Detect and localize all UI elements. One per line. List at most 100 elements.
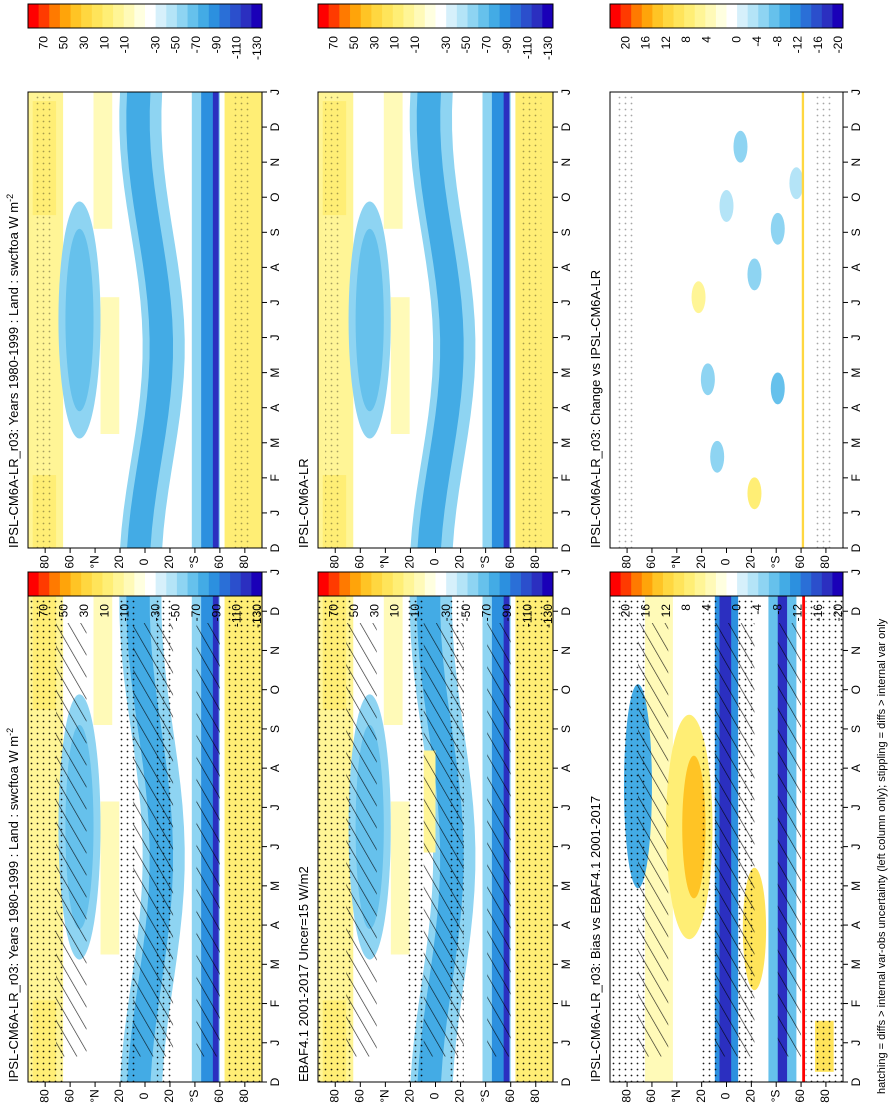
month-tick-label: M xyxy=(849,881,863,891)
colorbar-tick-label: -16 xyxy=(811,36,825,54)
lat-tick-label: 60 xyxy=(644,555,658,569)
colorbar-swatch xyxy=(478,572,490,596)
stipple-area-1 xyxy=(515,572,553,1082)
colorbar-swatch xyxy=(230,4,242,28)
month-tick-label: J xyxy=(559,569,573,575)
lat-tick-label: 80 xyxy=(37,1089,51,1103)
lat-tick-label: 80 xyxy=(528,555,542,569)
lat-tick-label: 20 xyxy=(162,1089,176,1103)
colorbar-swatch xyxy=(715,572,727,596)
lat-tick-label: 80 xyxy=(237,555,251,569)
band-south-darkest xyxy=(503,92,510,548)
colorbar-swatch xyxy=(610,572,622,596)
month-tick-label: D xyxy=(559,122,573,131)
stipple-area-0 xyxy=(325,92,342,548)
month-tick-label: S xyxy=(268,228,282,236)
lat-tick-label: 20 xyxy=(403,555,417,569)
lat-tick-label: 80 xyxy=(818,555,832,569)
colorbar-frame xyxy=(609,3,844,29)
month-tick-label: J xyxy=(559,510,573,516)
month-tick-label: D xyxy=(559,1077,573,1086)
colorbar-tick-label: -90 xyxy=(209,604,223,622)
lat-tick-label: 60 xyxy=(352,1089,366,1103)
colorbar-swatch xyxy=(59,572,72,596)
month-tick-label: D xyxy=(268,1077,282,1086)
colorbar-tick-label: -8 xyxy=(770,604,784,615)
colorbar-tick-label: -130 xyxy=(541,604,555,628)
month-tick-label: N xyxy=(559,158,573,167)
colorbar-swatch xyxy=(488,4,501,28)
month-tick-label: J xyxy=(849,844,863,850)
colorbar-swatch xyxy=(339,572,351,596)
colorbar-swatch xyxy=(38,572,50,596)
colorbar-frame xyxy=(317,3,554,29)
colorbar-swatch xyxy=(737,572,749,596)
colorbar-tick-label: 4 xyxy=(699,36,713,43)
lat-tick-label: °N xyxy=(669,555,683,568)
lat-tick-label: °N xyxy=(378,555,392,568)
month-tick-label: A xyxy=(849,404,863,412)
month-tick-label: J xyxy=(268,510,282,516)
colorbar-tick-label: -10 xyxy=(408,36,422,54)
colorbar-tick-label: 10 xyxy=(388,36,402,50)
month-tick-label: A xyxy=(268,921,282,929)
colorbar-swatch xyxy=(747,572,759,596)
colorbar-swatch xyxy=(631,572,643,596)
colorbar-swatch xyxy=(456,572,469,596)
lat-tick-label: 20 xyxy=(112,555,126,569)
change-spot-0 xyxy=(700,363,715,396)
month-tick-label: O xyxy=(849,685,863,694)
lat-tick-label: 20 xyxy=(744,555,758,569)
lat-tick-label: 0 xyxy=(137,1092,151,1099)
panel-title: IPSL-CM6A-LR_r03: Years 1980-1999 : Land… xyxy=(5,728,21,1082)
colorbar-tick-label: 30 xyxy=(77,604,91,618)
lat-tick-label: 60 xyxy=(503,1089,517,1103)
colorbar-swatch xyxy=(467,572,479,596)
stipple-area-0 xyxy=(616,92,634,548)
colorbar-tick-label: -12 xyxy=(791,36,805,54)
stipple-area-2 xyxy=(407,572,427,1082)
month-tick-label: S xyxy=(268,725,282,733)
lat-tick-label: 20 xyxy=(694,555,708,569)
month-tick-label: J xyxy=(849,510,863,516)
colorbar-swatch xyxy=(403,572,415,596)
colorbar-tick-label: 30 xyxy=(367,36,381,50)
colorbar-swatch xyxy=(28,4,40,28)
month-tick-label: J xyxy=(559,844,573,850)
colorbar-swatch xyxy=(520,572,533,596)
colorbar-tick-label: -130 xyxy=(250,604,264,628)
colorbar-swatch xyxy=(382,4,394,28)
month-tick-label: O xyxy=(559,193,573,202)
panel-3: D J F M A M J J A S O N D J 80 60 °N 20 0 20 °S 60 80 IPSL-CM6A… xyxy=(296,3,573,569)
colorbar-tick-label: -130 xyxy=(250,36,264,60)
colorbar-swatch xyxy=(684,4,696,28)
colorbar-swatch xyxy=(510,572,522,596)
colorbar-swatch xyxy=(435,4,447,28)
lat-tick-label: 60 xyxy=(644,1089,658,1103)
month-tick-label: M xyxy=(559,959,573,969)
colorbar-swatch xyxy=(662,4,675,28)
month-tick-label: D xyxy=(559,607,573,616)
blob-nh-summer-core xyxy=(355,228,384,412)
stipple-area-2 xyxy=(116,572,136,1082)
month-tick-label: A xyxy=(268,263,282,271)
colorbar-swatch xyxy=(758,572,770,596)
colorbar-swatch xyxy=(542,572,554,596)
lat-tick-label: 60 xyxy=(212,555,226,569)
colorbar-tick-label: -90 xyxy=(500,36,514,54)
month-tick-label: J xyxy=(559,335,573,341)
month-tick-label: F xyxy=(559,1000,573,1007)
lat-tick-label: 20 xyxy=(162,555,176,569)
colorbar-swatch xyxy=(610,4,622,28)
colorbar-swatch xyxy=(70,572,82,596)
band-subtrop-a xyxy=(93,92,113,229)
colorbar-swatch xyxy=(832,4,844,28)
month-tick-label: J xyxy=(268,335,282,341)
month-tick-label: N xyxy=(268,158,282,167)
colorbar-swatch xyxy=(350,4,362,28)
colorbar-swatch xyxy=(620,4,632,28)
month-tick-label: M xyxy=(559,881,573,891)
colorbar-tick-label: 0 xyxy=(730,604,744,611)
panel-title: EBAF4.1 2001-2017 Uncer=15 W/m2 xyxy=(296,866,311,1082)
colorbar-swatch xyxy=(641,4,653,28)
